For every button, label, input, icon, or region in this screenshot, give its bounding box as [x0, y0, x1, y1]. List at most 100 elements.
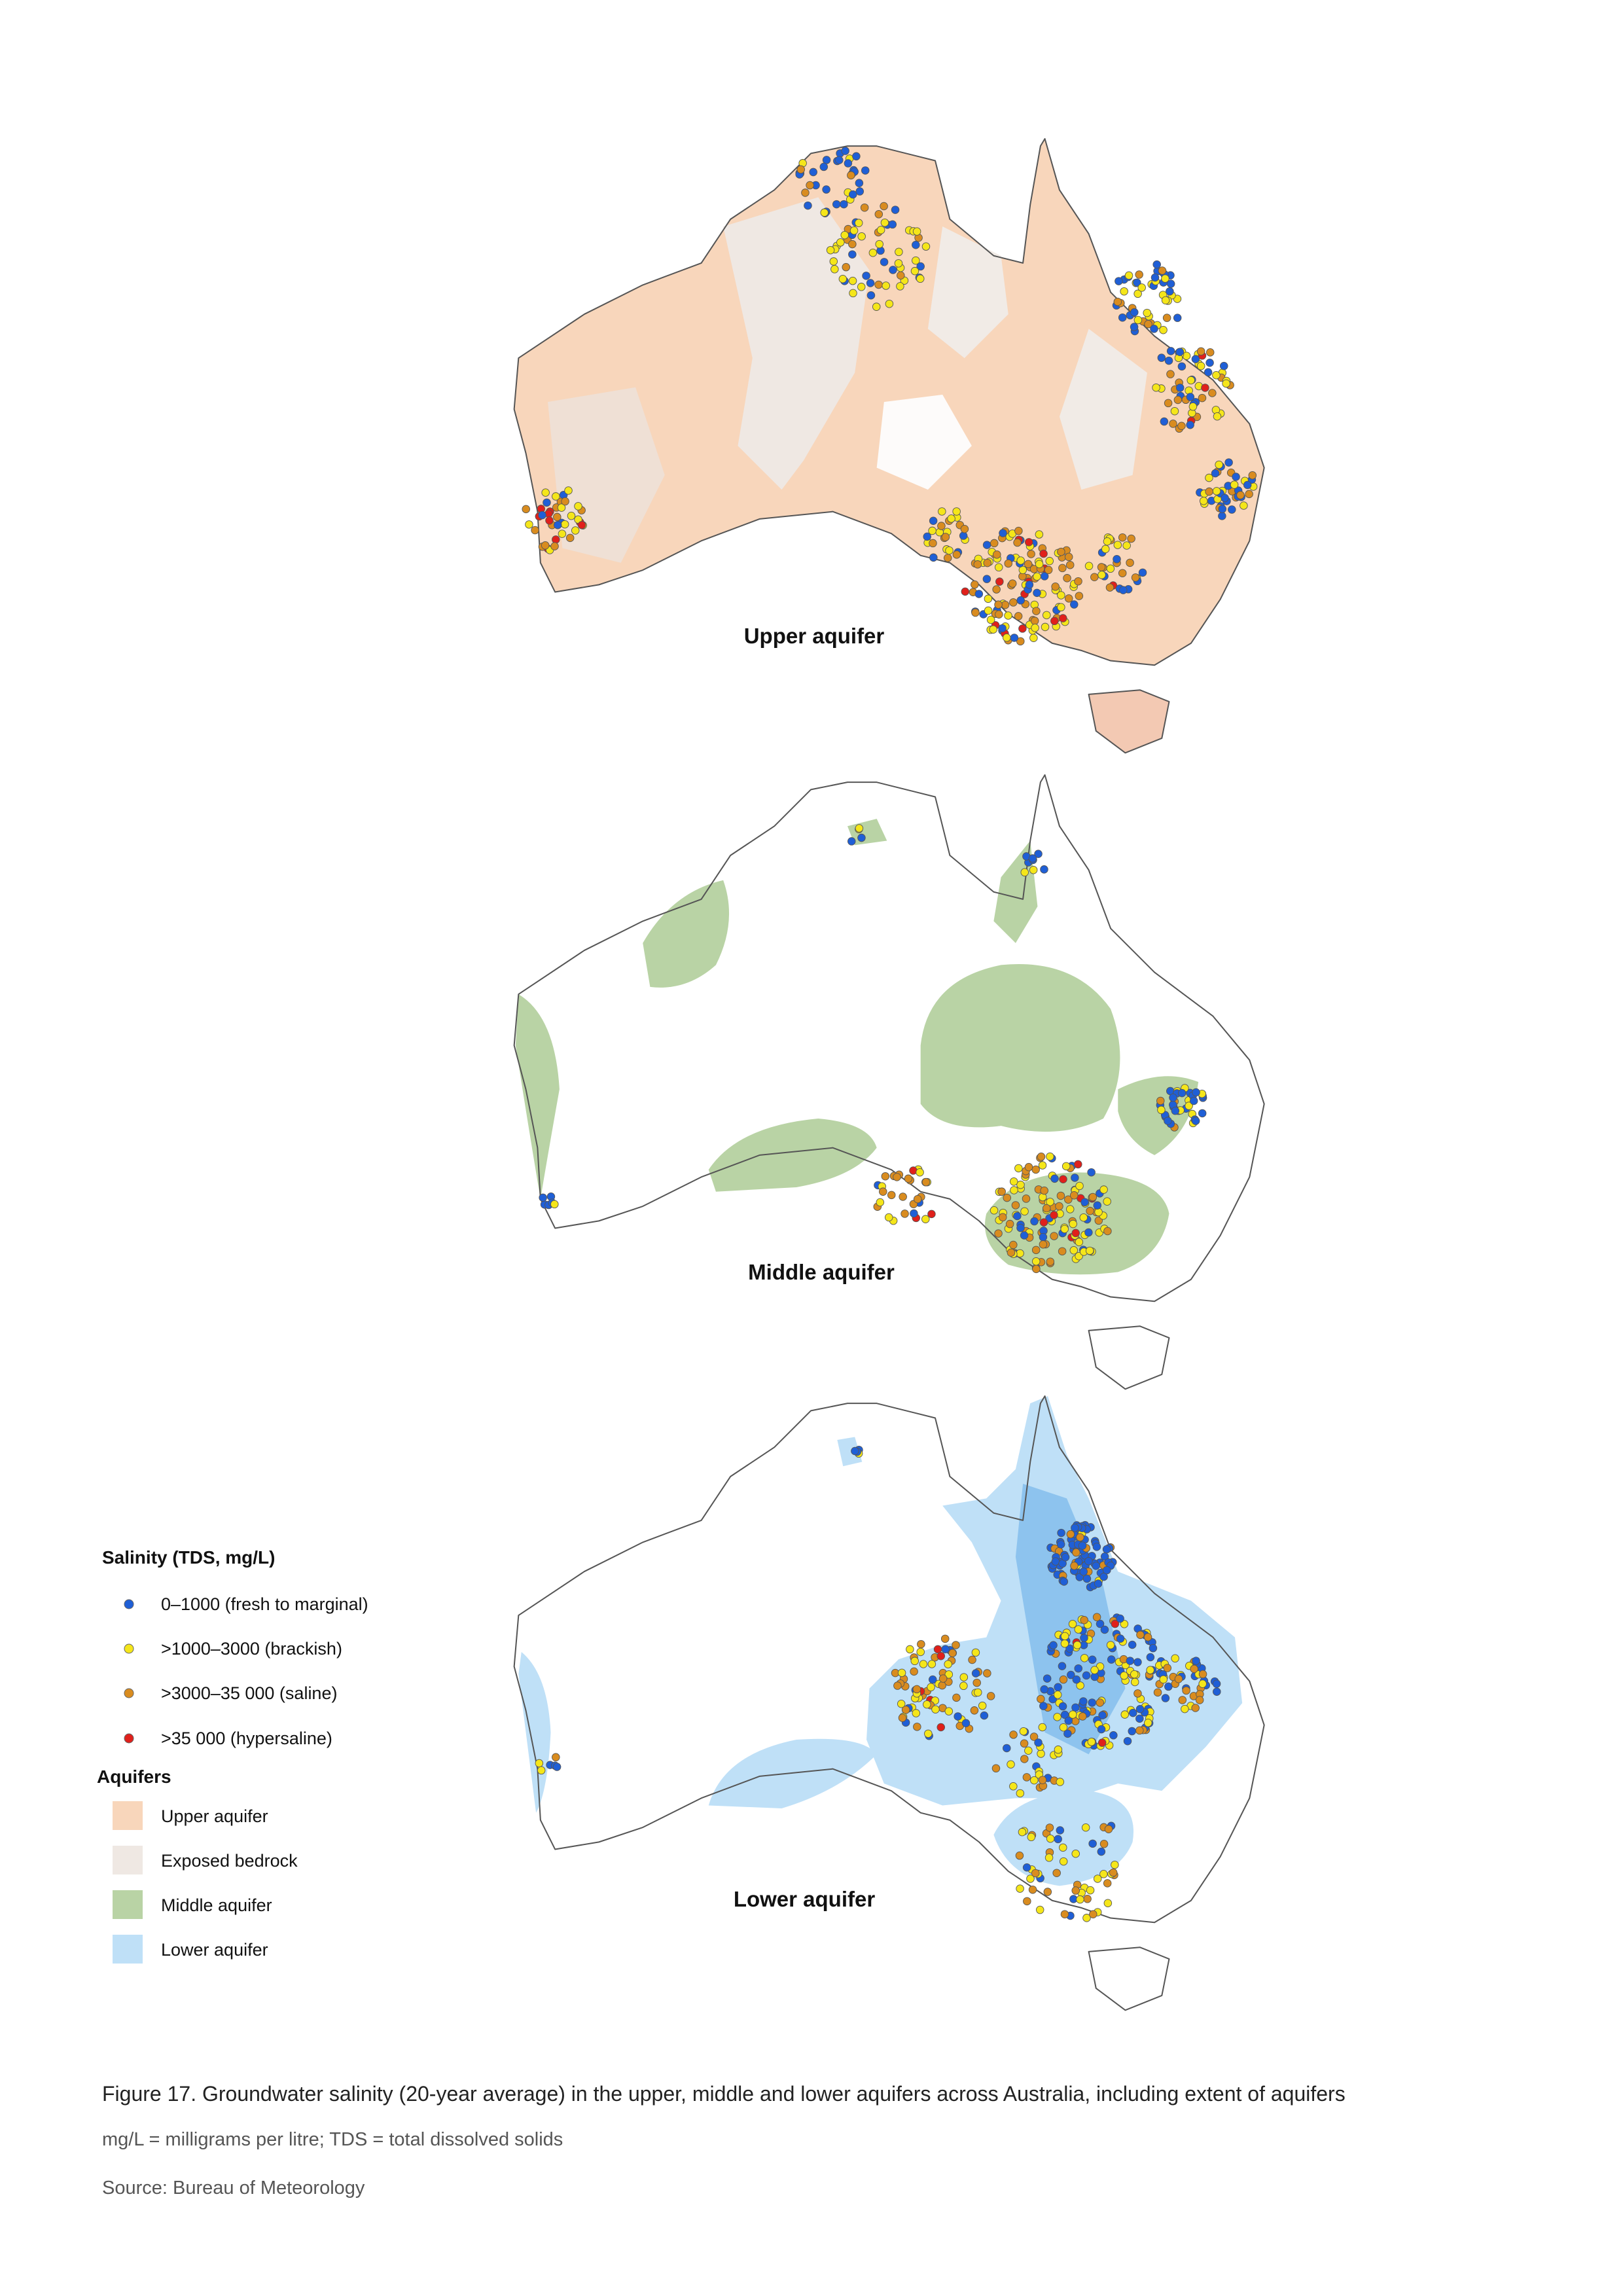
sample-dot	[1150, 273, 1160, 282]
sample-dot	[1104, 1825, 1113, 1833]
sample-dot	[895, 247, 903, 257]
sample-dot	[1166, 279, 1175, 288]
sample-dot	[1016, 1789, 1025, 1798]
sample-dot	[928, 1675, 937, 1684]
sample-dot	[912, 1685, 921, 1694]
sample-dot	[1059, 1675, 1068, 1684]
sample-dot	[961, 587, 970, 596]
sample-dot	[1051, 583, 1060, 591]
sample-dot	[1060, 1632, 1069, 1641]
sample-dot	[1099, 1840, 1109, 1848]
sample-dot	[1102, 1545, 1111, 1554]
sample-dot	[1037, 1695, 1045, 1704]
sample-dot	[541, 488, 550, 497]
sample-dot	[1173, 395, 1183, 404]
sample-dot	[1076, 1533, 1084, 1542]
legend-item: Upper aquifer	[161, 1806, 268, 1826]
sample-dot	[1128, 1727, 1136, 1736]
sample-dot	[1138, 568, 1147, 577]
sample-dot	[1004, 559, 1012, 568]
sample-dot	[1024, 1746, 1033, 1755]
sample-dot	[1130, 1677, 1139, 1687]
sample-dot	[1080, 1615, 1088, 1624]
sample-dot	[896, 282, 904, 291]
sample-dot	[866, 291, 876, 300]
sample-dot	[1097, 1725, 1106, 1734]
sample-dot	[1103, 537, 1112, 546]
sample-dot	[1056, 1540, 1065, 1549]
sample-dot	[1212, 487, 1221, 495]
sample-dot	[1079, 1697, 1088, 1706]
sample-dot	[1024, 560, 1033, 569]
sample-dot	[1181, 1704, 1189, 1713]
sample-dot	[1113, 555, 1121, 564]
sample-dot	[971, 1648, 980, 1657]
sample-dot	[1037, 1153, 1046, 1161]
sample-dot	[1098, 1711, 1107, 1719]
sample-dot	[1159, 325, 1168, 334]
sample-dot	[880, 218, 889, 227]
sample-dot	[1073, 1641, 1082, 1649]
sample-dot	[1109, 1868, 1118, 1877]
sample-dot	[1101, 545, 1110, 554]
sample-dot	[893, 1173, 901, 1181]
lower-aquifer-extent	[993, 1791, 1134, 1886]
sample-dot	[910, 266, 919, 276]
sample-dot	[857, 283, 866, 291]
sample-dot	[1212, 370, 1221, 380]
sample-dot	[847, 837, 856, 846]
sample-dot	[912, 256, 920, 265]
legend-item: Middle aquifer	[161, 1895, 272, 1915]
sample-dot	[1156, 1096, 1165, 1105]
sample-dot	[1015, 1851, 1024, 1860]
sample-dot	[893, 1681, 902, 1690]
sample-dot	[1248, 471, 1257, 480]
sample-dot	[1079, 1213, 1088, 1222]
sample-dot	[1196, 361, 1205, 370]
sample-dot	[1026, 1874, 1035, 1883]
sample-dot	[1106, 564, 1115, 573]
map-label: Lower aquifer	[734, 1887, 876, 1911]
sample-dot	[1050, 1174, 1059, 1183]
sample-dot	[1016, 596, 1025, 605]
sample-dot	[1058, 1247, 1067, 1256]
sample-dot	[1056, 1826, 1065, 1835]
sample-dot	[861, 166, 870, 175]
sample-dot	[959, 1681, 968, 1691]
sample-dot	[1058, 1702, 1067, 1711]
sample-dot	[994, 600, 1003, 609]
sample-dot	[1232, 473, 1240, 481]
sample-dot	[1054, 1683, 1062, 1692]
sample-dot	[1031, 1257, 1041, 1266]
sample-dot	[1060, 1910, 1069, 1918]
sample-dot	[1008, 579, 1017, 588]
sample-dot	[1099, 1185, 1108, 1194]
legend-item: >1000–3000 (brackish)	[161, 1639, 342, 1659]
sample-dot	[1058, 1662, 1067, 1670]
sample-dot	[1056, 1778, 1065, 1786]
sample-dot	[1092, 1613, 1101, 1622]
sample-dot	[1164, 1682, 1173, 1691]
sample-dot	[1033, 572, 1041, 581]
sample-dot	[1198, 1679, 1207, 1688]
sample-dot	[880, 202, 888, 211]
sample-dot	[1088, 1193, 1097, 1202]
legend-item: Lower aquifer	[161, 1940, 268, 1960]
sample-dot	[913, 1723, 921, 1731]
sample-dot	[1161, 296, 1170, 305]
sample-dot	[1046, 1152, 1054, 1161]
sample-dot	[1050, 1232, 1058, 1240]
sample-dot	[1221, 493, 1229, 503]
sample-dot	[1027, 550, 1035, 558]
sample-dot	[796, 165, 805, 174]
sample-dot	[1071, 1524, 1079, 1532]
sample-dot	[1170, 406, 1179, 416]
sample-dot	[1215, 460, 1223, 469]
sample-dot	[1146, 1653, 1155, 1662]
sample-dot	[948, 1649, 957, 1657]
sample-dot	[889, 266, 897, 274]
sample-dot	[1051, 1557, 1060, 1566]
sample-dot	[995, 610, 1003, 619]
sample-dot	[1046, 1257, 1055, 1266]
sample-dot	[1086, 1206, 1094, 1215]
